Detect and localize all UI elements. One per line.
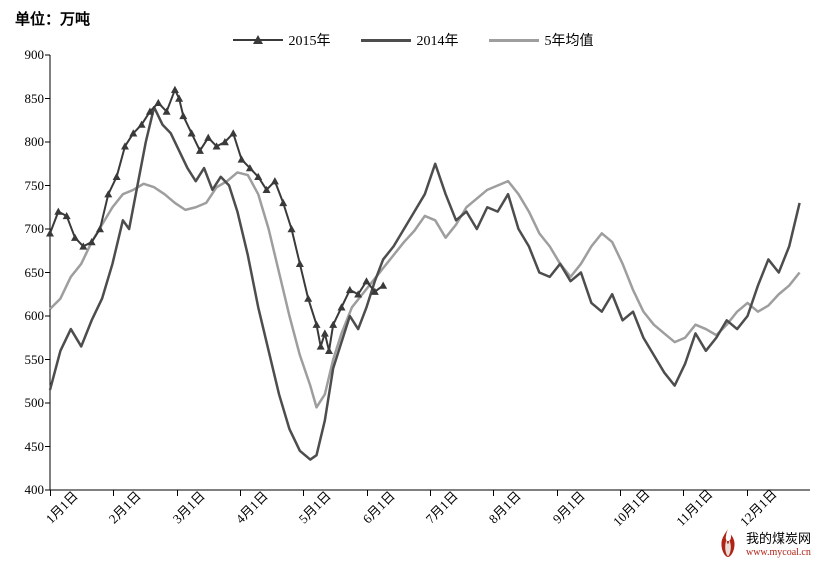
- legend-label-2014: 2014年: [417, 30, 459, 50]
- y-tick-label: 700: [25, 221, 51, 237]
- legend-label-2015: 2015年: [289, 30, 331, 50]
- unit-label: 单位：万吨: [15, 8, 90, 29]
- flame-icon: [714, 527, 742, 559]
- y-tick-label: 650: [25, 265, 51, 281]
- y-tick-label: 450: [25, 439, 51, 455]
- legend: 2015年 2014年 5年均值: [0, 30, 826, 50]
- y-tick-label: 850: [25, 91, 51, 107]
- chart-container: 单位：万吨 2015年 2014年 5年均值 40045050055060065…: [0, 0, 826, 574]
- y-tick-label: 800: [25, 134, 51, 150]
- legend-marker-2014: [361, 39, 411, 42]
- triangle-icon: [252, 34, 264, 46]
- legend-item-2014: 2014年: [361, 30, 459, 50]
- y-tick-label: 550: [25, 352, 51, 368]
- legend-label-5yr: 5年均值: [545, 30, 594, 50]
- watermark-url: www.mycoal.cn: [746, 547, 811, 558]
- y-tick-label: 500: [25, 395, 51, 411]
- y-tick-label: 750: [25, 178, 51, 194]
- plot-svg: [50, 55, 810, 490]
- y-tick-label: 900: [25, 47, 51, 63]
- watermark: 我的煤炭网 www.mycoal.cn: [714, 527, 811, 559]
- legend-item-2015: 2015年: [233, 30, 331, 50]
- legend-item-5yr: 5年均值: [489, 30, 594, 50]
- plot-area: 400450500550600650700750800850900 1月1日2月…: [50, 55, 810, 490]
- watermark-name: 我的煤炭网: [746, 528, 811, 547]
- legend-marker-5yr: [489, 39, 539, 42]
- legend-marker-2015: [233, 39, 283, 41]
- y-tick-label: 600: [25, 308, 51, 324]
